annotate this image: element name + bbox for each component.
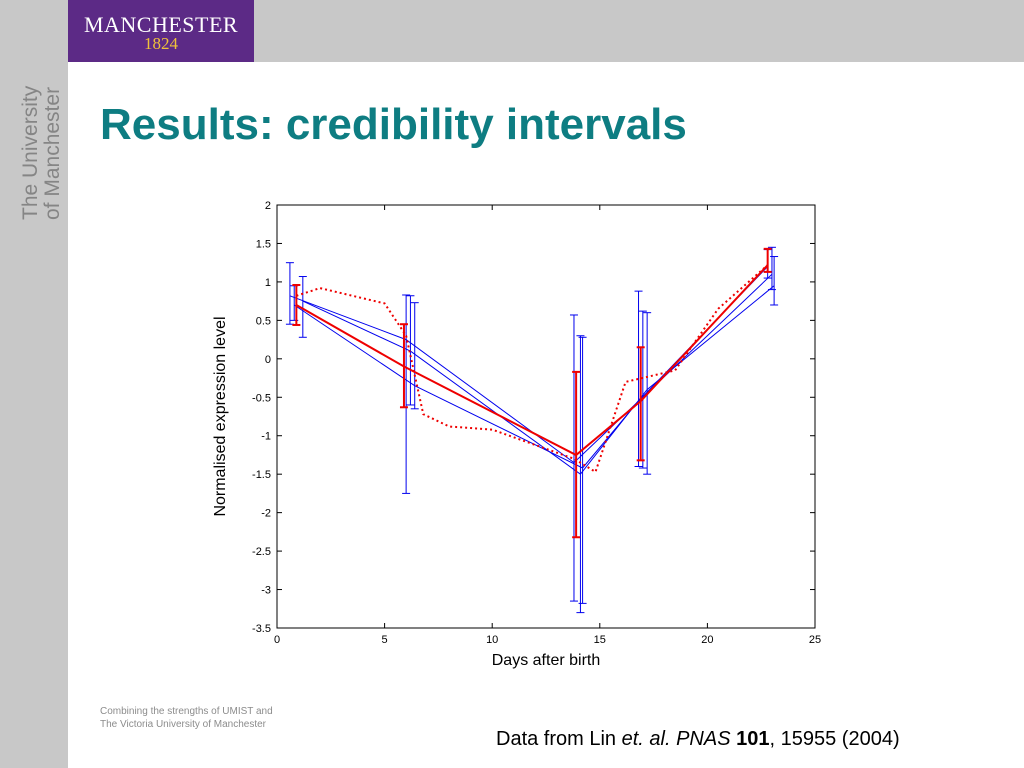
- x-tick-label: 25: [809, 634, 821, 646]
- citation-volume: 101: [736, 728, 770, 750]
- citation-authors: et. al.: [621, 728, 671, 750]
- y-tick-label: 0.5: [256, 315, 271, 327]
- y-tick-label: -1.5: [252, 469, 271, 481]
- y-tick-label: 1: [265, 277, 271, 289]
- manchester-logo: MANCHESTER 1824: [68, 0, 254, 62]
- tagline: Combining the strengths of UMIST and The…: [100, 705, 273, 731]
- x-tick-label: 20: [701, 634, 713, 646]
- y-tick-label: 2: [265, 200, 271, 212]
- x-tick-label: 5: [382, 634, 388, 646]
- tagline-line-1: Combining the strengths of UMIST and: [100, 706, 273, 717]
- y-tick-label: -2: [261, 508, 271, 520]
- wordmark-line-1: The University: [19, 85, 42, 220]
- x-tick-label: 10: [486, 634, 498, 646]
- y-tick-label: -2.5: [252, 546, 271, 558]
- y-tick-label: -0.5: [252, 392, 271, 404]
- y-tick-label: -1: [261, 431, 271, 443]
- y-tick-label: 0: [265, 354, 271, 366]
- series-line-5: [296, 264, 769, 474]
- tagline-line-2: The Victoria University of Manchester: [100, 719, 266, 730]
- slide-title: Results: credibility intervals: [100, 100, 687, 149]
- y-axis-label: Normalised expression level: [212, 316, 229, 516]
- data-citation: Data from Lin et. al. PNAS 101, 15955 (2…: [496, 728, 900, 751]
- y-tick-label: -3: [261, 585, 271, 597]
- credibility-interval-chart: 0 5 10 15 20 25 2 1.5 1 0.5 0 -0.5 -1 -1.5 -2 -2.5 -3 -3.…: [212, 200, 821, 669]
- left-sidebar-band: [0, 0, 68, 768]
- citation-journal: PNAS: [676, 728, 731, 750]
- y-tick-label: 1.5: [256, 238, 271, 250]
- wordmark-line-2: of Manchester: [41, 86, 64, 220]
- plot-frame: [276, 204, 816, 629]
- logo-year: 1824: [144, 34, 178, 53]
- y-tick-label: -3.5: [252, 623, 271, 635]
- x-tick-label: 15: [594, 634, 606, 646]
- citation-rest: , 15955 (2004): [769, 728, 900, 750]
- x-axis-label: Days after birth: [492, 652, 600, 669]
- logo-name: MANCHESTER: [83, 12, 239, 37]
- x-tick-label: 0: [274, 634, 280, 646]
- citation-prefix: Data from Lin: [496, 728, 622, 750]
